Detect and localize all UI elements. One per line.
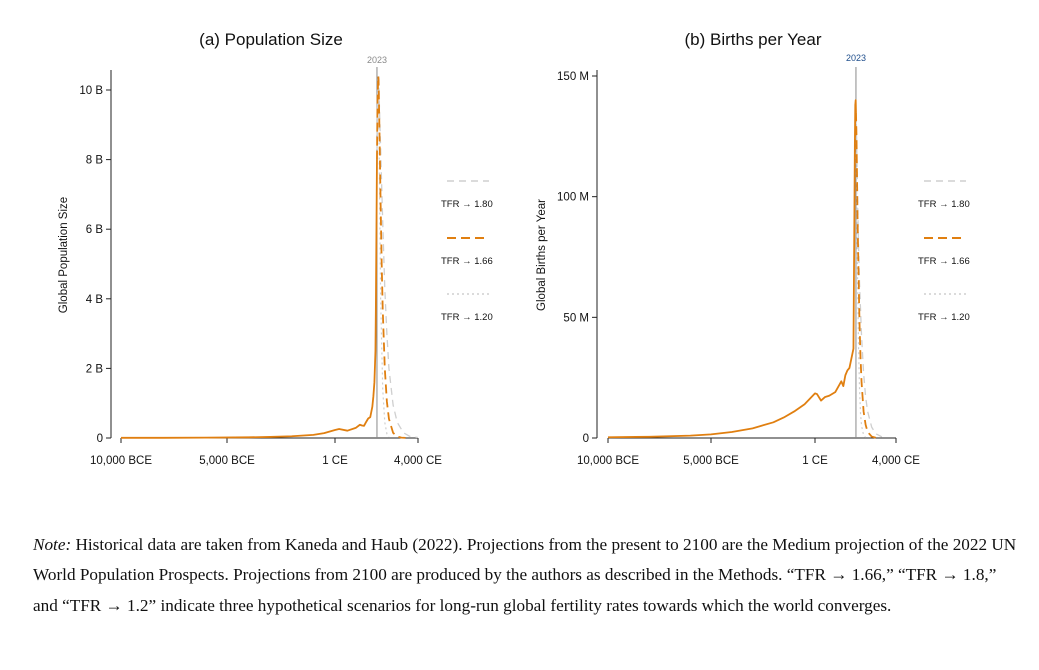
panel-b-x-tick-label: 4,000 CE bbox=[872, 455, 920, 467]
panel-a-x-tick-label: 5,000 BCE bbox=[199, 455, 255, 467]
panel-a-y-tick-label: 6 B bbox=[86, 224, 104, 236]
panel-a-series-tfr-1-20 bbox=[376, 75, 390, 438]
panel-b-series-tfr-1-20 bbox=[855, 112, 867, 438]
panel-a-2023-marker-label: 2023 bbox=[367, 55, 387, 65]
panel-a-series-tfr-1-80 bbox=[376, 75, 419, 439]
panel-b-y-tick-label: 50 M bbox=[563, 312, 589, 324]
panel-a-series-historical bbox=[120, 159, 378, 439]
panel-b-legend-label: TFR → 1.80 bbox=[918, 199, 970, 210]
panel-a-y-tick-label: 8 B bbox=[86, 155, 104, 167]
panel-a-y-tick-label: 2 B bbox=[86, 363, 104, 375]
figure-note: Note: Historical data are taken from Kan… bbox=[33, 530, 1023, 621]
panel-b-title: (b) Births per Year bbox=[684, 30, 821, 49]
panel-a-x-tick-label: 4,000 CE bbox=[394, 455, 442, 467]
panel-b-y-tick-label: 100 M bbox=[557, 192, 589, 204]
panel-a-legend-label: TFR → 1.20 bbox=[441, 312, 493, 323]
panel-b-legend-label: TFR → 1.66 bbox=[918, 256, 970, 267]
figure: (a) Population Size Global Population Siz… bbox=[58, 30, 970, 467]
note-text: Historical data are taken from Kaneda an… bbox=[33, 535, 1017, 615]
panel-a-y-tick-label: 10 B bbox=[79, 85, 103, 97]
panel-b-y-tick-label: 150 M bbox=[557, 71, 589, 83]
panel-b-x-tick-label: 1 CE bbox=[802, 455, 828, 467]
panel-b-ylabel: Global Births per Year bbox=[536, 199, 548, 311]
panel-b-x-tick-label: 10,000 BCE bbox=[577, 455, 639, 467]
panel-a-title: (a) Population Size bbox=[199, 30, 343, 49]
panel-a-y-tick-label: 0 bbox=[97, 433, 103, 445]
panel-a-y-tick-label: 4 B bbox=[86, 294, 104, 306]
panel-b-2023-marker-label: 2023 bbox=[846, 53, 866, 63]
note-label: Note: bbox=[33, 535, 72, 554]
panel-b-legend-label: TFR → 1.20 bbox=[918, 312, 970, 323]
panel-b-series-historical bbox=[607, 99, 857, 439]
panel-a-x-tick-label: 1 CE bbox=[322, 455, 348, 467]
panel-a-ylabel: Global Population Size bbox=[58, 197, 70, 313]
panel-b-y-tick-label: 0 bbox=[583, 433, 589, 445]
panel-b-series-tfr-1-66 bbox=[855, 112, 876, 439]
panel-b-x-tick-label: 5,000 BCE bbox=[683, 455, 739, 467]
panel-a-series-tfr-1-66 bbox=[376, 75, 406, 439]
panel-a-x-tick-label: 10,000 BCE bbox=[90, 455, 152, 467]
panel-a-legend-label: TFR → 1.66 bbox=[441, 256, 493, 267]
panel-a-legend-label: TFR → 1.80 bbox=[441, 199, 493, 210]
